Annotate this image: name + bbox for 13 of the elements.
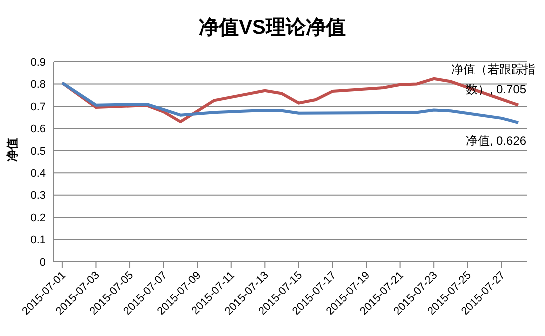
y-tick-label: 0.7 (30, 101, 46, 114)
y-tick-label: 0.5 (30, 146, 46, 158)
y-tick-label: 0.9 (30, 56, 46, 69)
y-tick-label: 0.2 (30, 212, 46, 224)
y-tick-label: 0.4 (30, 168, 46, 180)
y-tick-label: 0.1 (30, 234, 46, 247)
chart-title: 净值VS理论净值 (198, 16, 347, 41)
data-label: 净值, 0.626 (466, 134, 527, 148)
y-tick-label: 0.3 (30, 190, 46, 202)
y-tick-label: 0.8 (30, 79, 46, 92)
y-axis-title: 净值 (5, 138, 20, 162)
y-tick-label: 0.6 (30, 124, 46, 136)
y-tick-label: 0 (40, 256, 46, 269)
